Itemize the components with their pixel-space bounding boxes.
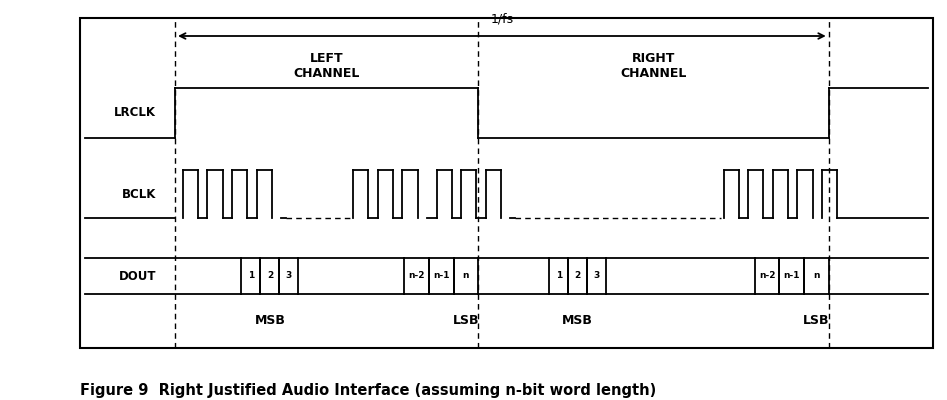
Text: 3: 3: [286, 272, 292, 280]
Text: Figure 9  Right Justified Audio Interface (assuming n-bit word length): Figure 9 Right Justified Audio Interface…: [80, 383, 657, 398]
Text: RIGHT
CHANNEL: RIGHT CHANNEL: [620, 52, 687, 80]
Text: n-1: n-1: [783, 272, 800, 280]
Text: MSB: MSB: [255, 314, 285, 327]
Text: LSB: LSB: [453, 314, 479, 327]
Text: DOUT: DOUT: [118, 270, 156, 282]
Text: MSB: MSB: [563, 314, 593, 327]
Text: n-1: n-1: [433, 272, 450, 280]
Text: 3: 3: [594, 272, 599, 280]
Text: n-2: n-2: [408, 272, 425, 280]
Text: BCLK: BCLK: [122, 188, 156, 200]
Text: LSB: LSB: [803, 314, 830, 327]
Text: 1/fs: 1/fs: [491, 13, 513, 26]
Text: n: n: [463, 272, 469, 280]
Text: 1: 1: [556, 272, 562, 280]
Text: LEFT
CHANNEL: LEFT CHANNEL: [294, 52, 360, 80]
Text: 2: 2: [575, 272, 581, 280]
Text: n-2: n-2: [759, 272, 776, 280]
Text: 1: 1: [248, 272, 254, 280]
FancyBboxPatch shape: [80, 18, 933, 348]
Text: 2: 2: [267, 272, 273, 280]
Text: LRCLK: LRCLK: [115, 106, 156, 120]
Text: n: n: [813, 272, 819, 280]
